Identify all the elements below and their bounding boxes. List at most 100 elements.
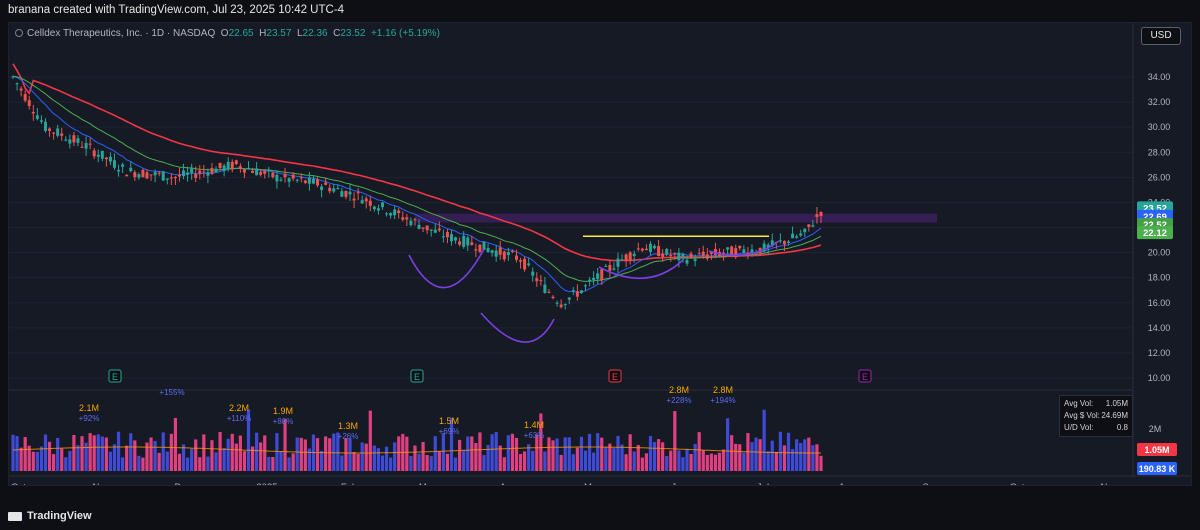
- time-tick-label: 2025: [256, 482, 277, 486]
- volume-bar: [433, 436, 437, 471]
- volume-bar: [230, 433, 234, 471]
- volume-annotation-value: 1.9M: [273, 406, 293, 416]
- volume-bar: [726, 418, 730, 471]
- volume-bar: [108, 451, 113, 471]
- volume-axis-marker-label: 190.83 K: [1139, 464, 1176, 474]
- candle-body: [437, 228, 441, 231]
- candle-body: [600, 269, 604, 281]
- volume-bar: [56, 437, 60, 471]
- currency-button[interactable]: USD: [1141, 27, 1181, 45]
- candle-body: [275, 174, 279, 182]
- volume-bar: [807, 437, 811, 471]
- candle-body: [39, 120, 43, 122]
- tradingview-logo-icon: [8, 511, 22, 521]
- price-tick-label: 16.00: [1148, 298, 1171, 308]
- volume-bar: [632, 451, 636, 471]
- volume-bar: [210, 440, 214, 471]
- volume-bar: [717, 452, 722, 471]
- time-tick-label: Oct: [11, 482, 26, 486]
- candle-body: [129, 167, 133, 172]
- volume-bar: [608, 443, 612, 471]
- chart-pane[interactable]: 34.0032.0030.0028.0026.0024.0022.0020.00…: [8, 22, 1192, 486]
- candle-body: [352, 198, 356, 201]
- candle-body: [121, 164, 125, 167]
- price-plot[interactable]: 34.0032.0030.0028.0026.0024.0022.0020.00…: [9, 23, 1192, 486]
- volume-bar: [535, 434, 539, 471]
- volume-bar: [575, 447, 579, 471]
- candle-body: [701, 251, 705, 256]
- candle-body: [799, 233, 803, 236]
- candle-body: [673, 253, 677, 255]
- tradingview-logo[interactable]: TradingView: [8, 510, 92, 522]
- volume-bar: [303, 439, 307, 471]
- candle-body: [19, 88, 23, 91]
- candle-body: [169, 177, 173, 179]
- candle-body: [778, 240, 782, 242]
- candle-body: [291, 174, 295, 179]
- volume-bar: [356, 453, 360, 471]
- volume-bar: [344, 438, 348, 471]
- candle-body: [787, 241, 791, 243]
- candle-body: [803, 228, 807, 233]
- candle-body: [482, 241, 486, 250]
- volume-bar: [222, 448, 226, 471]
- volume-bar: [697, 432, 701, 471]
- volume-bar: [514, 437, 519, 471]
- candle-body: [454, 237, 458, 241]
- candle-body: [466, 237, 470, 246]
- candle-body: [498, 247, 502, 255]
- volume-annotation-percent: +63%: [524, 431, 545, 440]
- volume-bar: [734, 443, 738, 471]
- volume-bar: [453, 457, 458, 471]
- volume-bar: [157, 452, 161, 471]
- volume-bar: [250, 446, 255, 471]
- candle-body: [88, 143, 92, 145]
- volume-bar: [685, 448, 689, 471]
- candle-body: [385, 213, 389, 215]
- volume-bar: [328, 438, 332, 471]
- volume-annotation-percent: +110%: [227, 414, 252, 423]
- candle-body: [726, 247, 730, 250]
- time-tick-label: Mar: [419, 482, 435, 486]
- volume-bar: [76, 445, 80, 471]
- time-tick-label: Feb: [341, 482, 357, 486]
- volume-bar: [661, 442, 665, 471]
- candle-body: [23, 94, 27, 101]
- candle-body: [145, 172, 149, 179]
- volume-bar: [563, 437, 567, 471]
- close-value: 23.52: [340, 28, 366, 39]
- volume-bar: [84, 442, 88, 471]
- volume-bar: [600, 437, 604, 471]
- volume-bar: [218, 431, 222, 471]
- caption-bar: branana created with TradingView.com, Ju…: [0, 0, 1200, 22]
- candle-body: [15, 83, 19, 85]
- symbol-name[interactable]: Celldex Therapeutics, Inc. · 1D · NASDAQ: [27, 28, 216, 39]
- volume-bar: [409, 455, 413, 471]
- time-tick-label: Nov: [93, 482, 110, 486]
- candle-body: [523, 258, 527, 270]
- volume-bar: [291, 453, 295, 471]
- volume-bar: [478, 432, 482, 471]
- candle-body: [267, 169, 271, 171]
- candle-body: [222, 165, 226, 171]
- volume-bar: [815, 444, 819, 471]
- candle-body: [811, 225, 815, 227]
- volume-axis-marker: 190.83 K: [1137, 462, 1177, 475]
- candle-body: [770, 240, 774, 247]
- candle-body: [433, 229, 437, 233]
- candle-body: [486, 248, 490, 252]
- volume-bar: [770, 440, 774, 471]
- candle-body: [64, 139, 68, 141]
- candle-body: [165, 178, 169, 180]
- candle-body: [194, 173, 198, 178]
- candle-body: [510, 251, 514, 253]
- candle-body: [490, 250, 494, 253]
- volume-stats-table: Avg Vol: 1.05M Avg $ Vol: 24.69M U/D Vol: 0…: [1059, 395, 1133, 437]
- open-value: 22.65: [228, 28, 254, 39]
- candle-body: [113, 160, 117, 168]
- volume-bar: [470, 436, 474, 471]
- candle-body: [177, 174, 181, 177]
- earnings-marker-label: E: [112, 372, 118, 382]
- candle-body: [539, 280, 543, 282]
- candle-body: [417, 224, 421, 229]
